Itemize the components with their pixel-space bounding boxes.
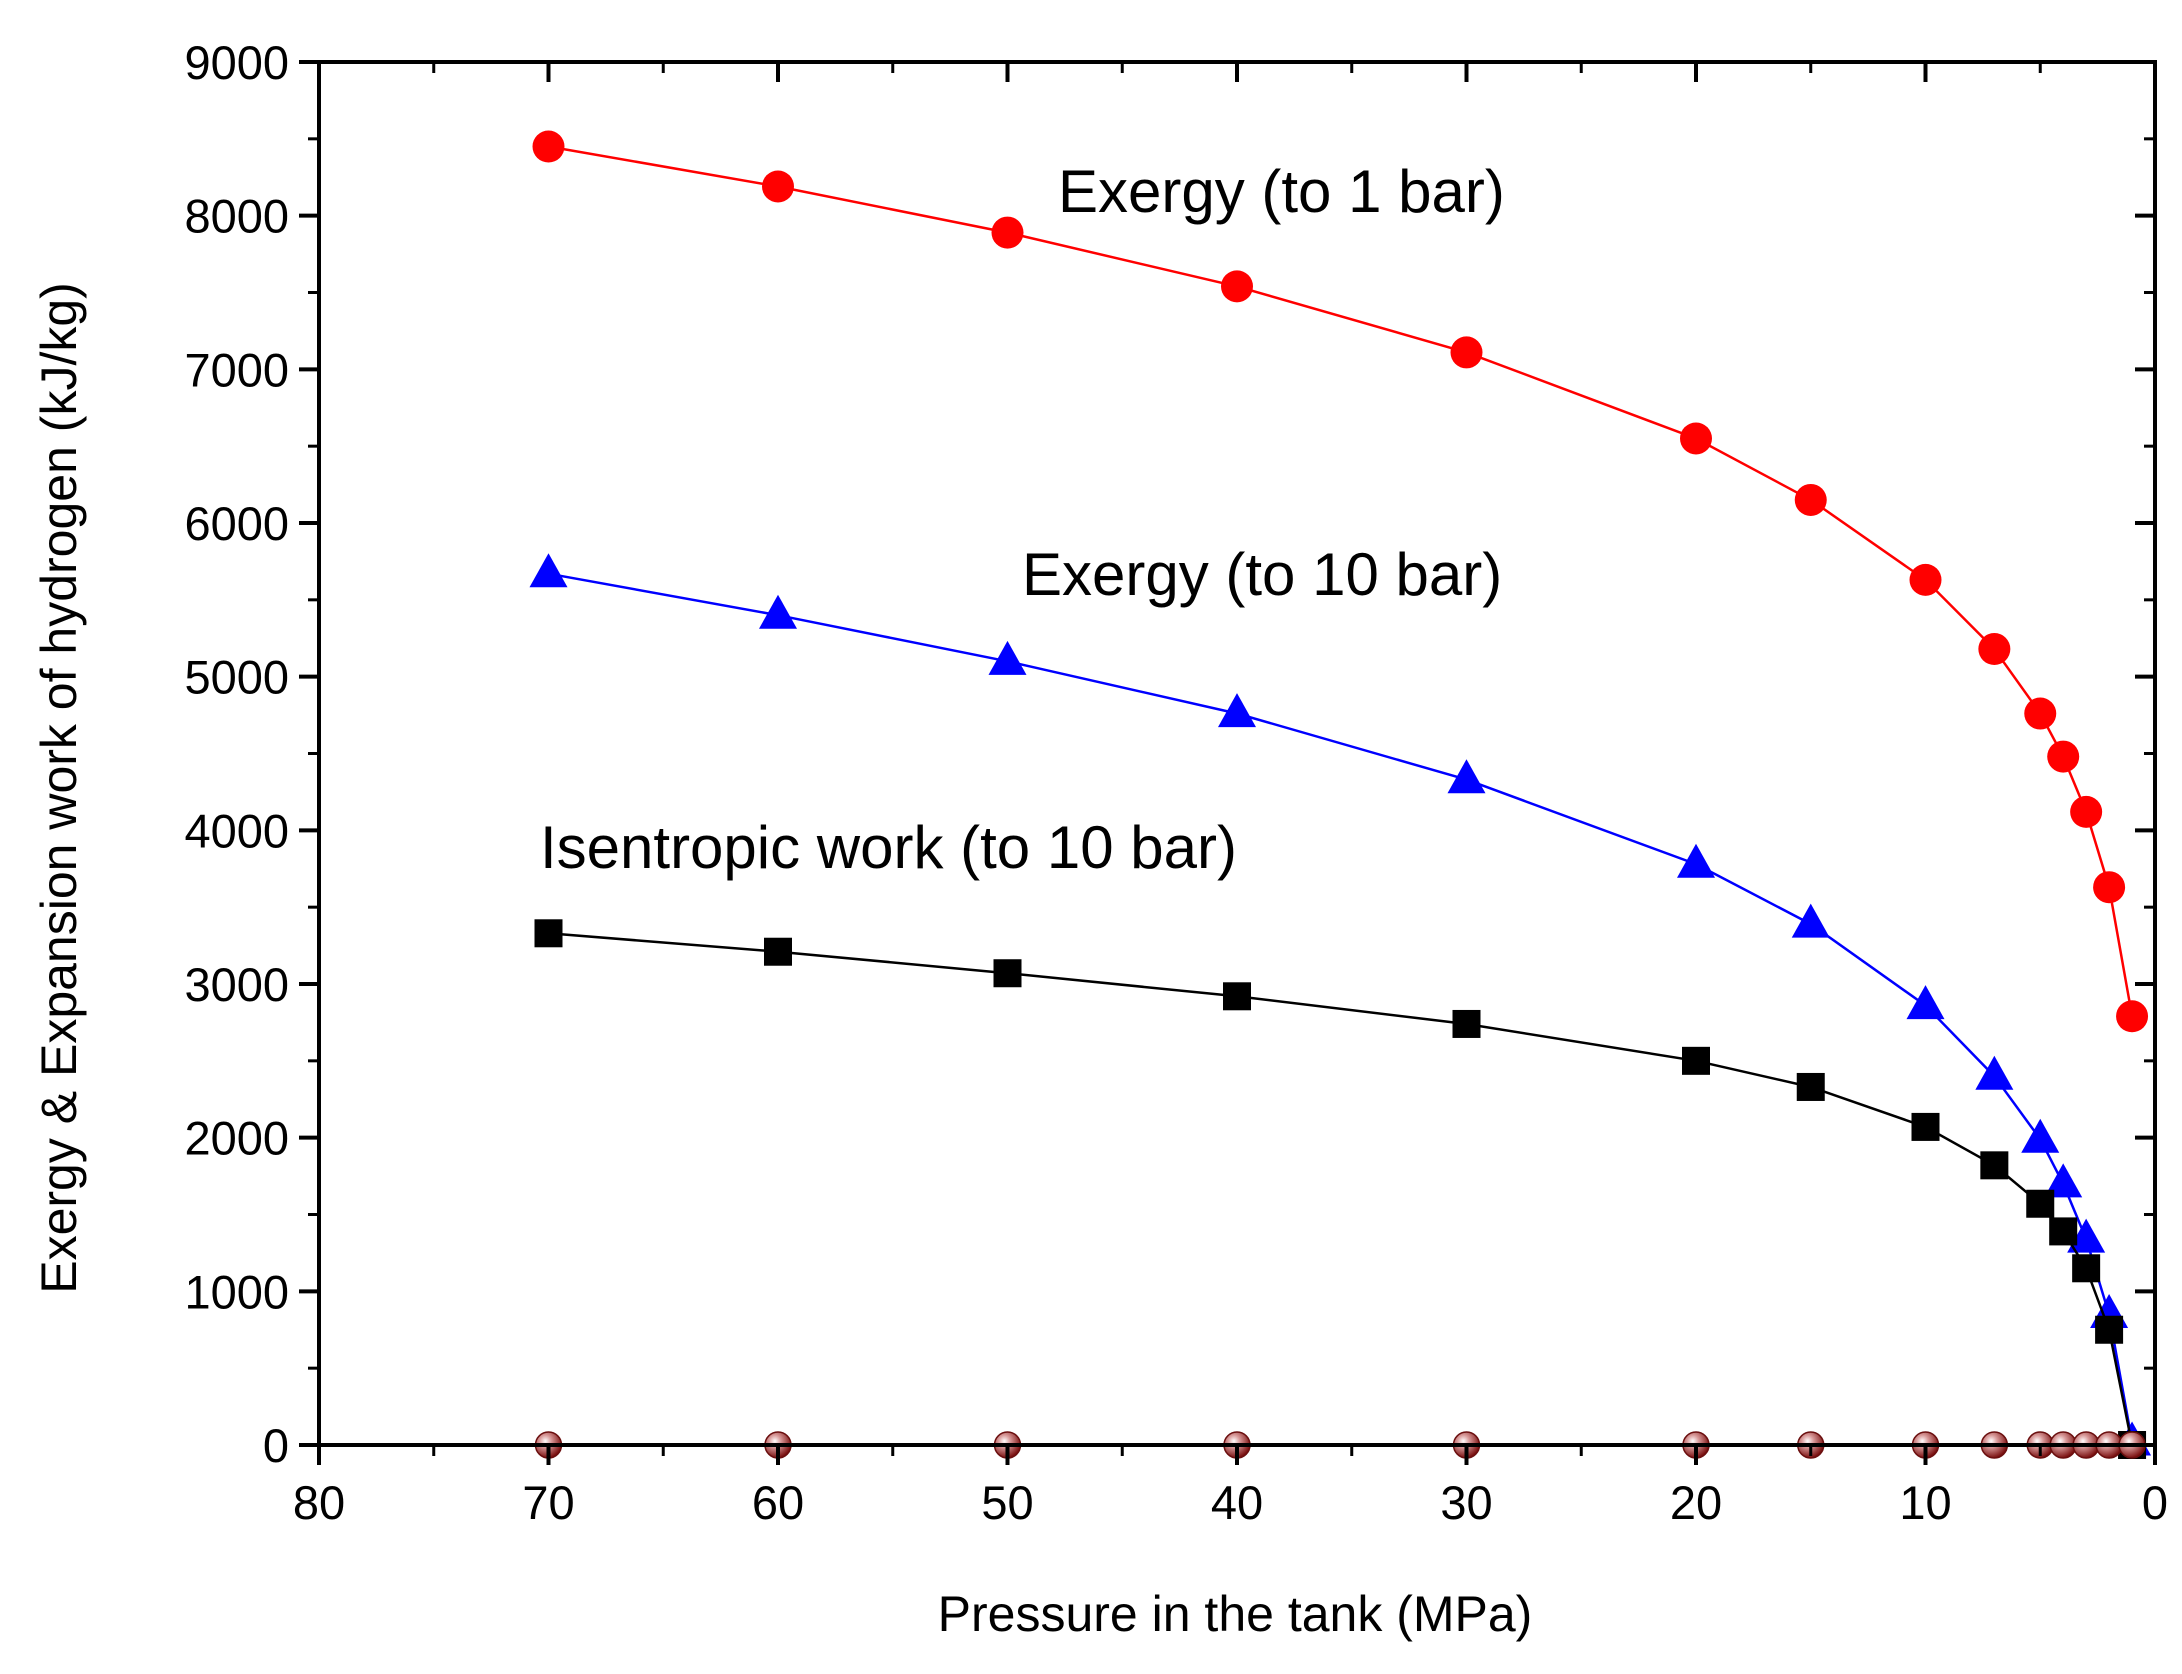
data-point-square	[2072, 1254, 2101, 1283]
data-point-circle	[1680, 422, 1712, 455]
y-tick-label: 6000	[184, 497, 289, 550]
data-point-square	[1682, 1046, 1710, 1075]
data-point-triangle	[1677, 843, 1715, 878]
x-tick-label: 10	[1899, 1476, 1951, 1529]
x-tick-label: 20	[1670, 1476, 1722, 1529]
y-tick-label: 5000	[184, 651, 289, 704]
data-point-square	[2049, 1217, 2078, 1246]
data-point-square	[1796, 1072, 1825, 1101]
annotation-exergy-10bar: Exergy (to 10 bar)	[1022, 541, 1502, 608]
series-layer	[529, 130, 2152, 1459]
data-point-circle	[2024, 697, 2057, 730]
x-tick-label: 50	[981, 1476, 1033, 1529]
data-point-triangle	[529, 553, 568, 588]
data-point-circle	[1450, 336, 1483, 369]
data-point-circle	[991, 216, 1024, 249]
data-point-square	[2095, 1315, 2124, 1344]
annotation-exergy-1bar: Exergy (to 1 bar)	[1058, 158, 1505, 225]
y-tick-label: 4000	[184, 804, 289, 857]
y-tick-label: 2000	[184, 1112, 289, 1165]
data-point-triangle	[1447, 759, 1486, 794]
data-point-circle	[2070, 795, 2103, 828]
data-point-square	[534, 919, 563, 948]
series-circle	[532, 130, 2149, 1033]
data-point-triangle	[988, 640, 1027, 675]
y-tick-label: 3000	[184, 958, 289, 1011]
data-point-circle	[1794, 483, 1827, 516]
data-point-square	[764, 937, 792, 966]
data-point-square	[1980, 1151, 2009, 1180]
x-tick-label: 0	[2142, 1476, 2168, 1529]
data-point-square	[2026, 1189, 2055, 1218]
data-point-triangle	[2044, 1163, 2083, 1198]
data-point-circle	[2116, 1000, 2149, 1033]
plot-frame	[317, 60, 2157, 1447]
y-tick-label: 8000	[184, 190, 289, 243]
x-tick-label: 40	[1211, 1476, 1263, 1529]
x-axis-title: Pressure in the tank (MPa)	[938, 1586, 1533, 1642]
y-tick-label: 1000	[184, 1265, 289, 1318]
x-tick-label: 70	[522, 1476, 574, 1529]
series-line-square	[548, 932, 2134, 1446]
y-tick-label: 9000	[184, 36, 289, 89]
x-tick-label: 60	[752, 1476, 804, 1529]
series-square	[534, 919, 2147, 1459]
data-point-triangle	[759, 594, 797, 629]
data-point-square	[1223, 982, 1251, 1011]
axes-layer: 80 70 60 50 40 30 20 10 001000200030004000500060…	[184, 36, 2168, 1529]
x-tick-label: 30	[1440, 1476, 1492, 1529]
x-tick-label: 80	[293, 1476, 345, 1529]
annotation-isentropic-work: Isentropic work (to 10 bar)	[540, 814, 1237, 881]
data-point-square	[1452, 1009, 1481, 1038]
data-point-triangle	[1975, 1055, 2014, 1090]
data-point-circle	[532, 130, 565, 163]
y-tick-label: 0	[263, 1419, 289, 1472]
data-point-square	[1911, 1112, 1940, 1141]
data-point-triangle	[1218, 693, 1256, 728]
data-point-square	[993, 959, 1022, 988]
y-axis-title: Exergy & Expansion work of hydrogen (kJ/…	[31, 282, 87, 1294]
data-point-circle	[762, 170, 794, 203]
data-point-circle	[1909, 563, 1942, 596]
data-point-circle	[2047, 740, 2080, 773]
data-point-circle	[2093, 871, 2126, 904]
data-point-circle	[1221, 270, 1253, 303]
data-point-triangle	[1791, 903, 1830, 938]
data-point-triangle	[2021, 1118, 2060, 1153]
data-point-triangle	[1906, 985, 1945, 1020]
data-point-circle	[1978, 633, 2011, 666]
y-tick-label: 7000	[184, 343, 289, 396]
series-triangle	[529, 553, 2152, 1456]
